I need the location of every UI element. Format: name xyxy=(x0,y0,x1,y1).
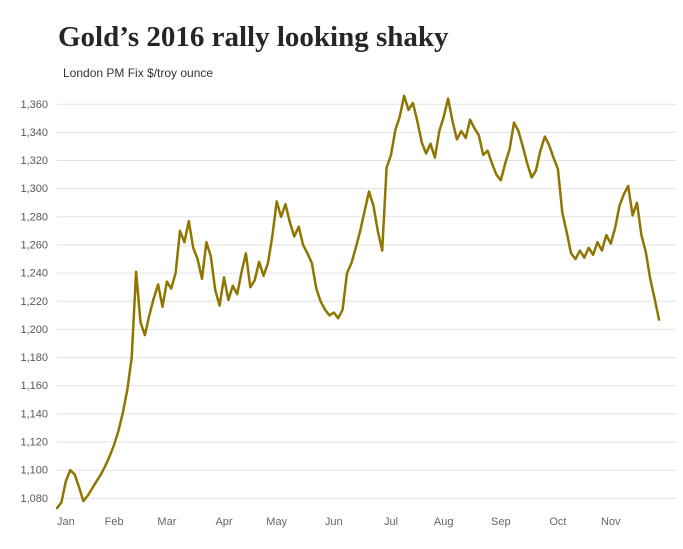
y-axis-tick-label: 1,240 xyxy=(20,268,48,280)
y-axis-tick-label: 1,360 xyxy=(20,99,48,111)
y-axis-tick-label: 1,220 xyxy=(20,296,48,308)
y-axis-tick-label: 1,340 xyxy=(20,127,48,139)
x-axis-month-label: Apr xyxy=(215,516,232,528)
x-axis-month-label: Jun xyxy=(325,516,343,528)
x-axis-month-label: Sep xyxy=(491,516,511,528)
y-axis-tick-label: 1,160 xyxy=(20,380,48,392)
x-axis-month-label: Jul xyxy=(384,516,398,528)
y-axis-tick-label: 1,140 xyxy=(20,408,48,420)
chart-title: Gold’s 2016 rally looking shaky xyxy=(58,21,449,53)
x-axis-month-label: May xyxy=(266,516,287,528)
y-axis-tick-label: 1,320 xyxy=(20,155,48,167)
gold-line-chart: 1,080 1,100 1,120 1,140 1,160 1,180 1,200 1,220… xyxy=(20,94,676,528)
y-axis-tick-label: 1,080 xyxy=(20,493,48,505)
x-axis-month-label: Nov xyxy=(601,516,621,528)
y-axis-tick-label: 1,120 xyxy=(20,437,48,449)
x-axis-month-label: Aug xyxy=(434,516,454,528)
gold-price-line xyxy=(55,94,661,510)
y-axis-tick-label: 1,300 xyxy=(20,183,48,195)
chart-subtitle: London PM Fix $/troy ounce xyxy=(63,66,214,80)
x-axis-month-label: Oct xyxy=(549,516,566,528)
x-axis-month-label: Feb xyxy=(105,516,124,528)
x-axis-month-label: Jan xyxy=(57,516,75,528)
y-axis-tick-label: 1,260 xyxy=(20,240,48,252)
x-axis-month-label: Mar xyxy=(157,516,176,528)
y-axis-tick-label: 1,200 xyxy=(20,324,48,336)
y-axis-tick-label: 1,180 xyxy=(20,352,48,364)
y-axis-tick-label: 1,100 xyxy=(20,465,48,477)
y-axis-tick-label: 1,280 xyxy=(20,211,48,223)
